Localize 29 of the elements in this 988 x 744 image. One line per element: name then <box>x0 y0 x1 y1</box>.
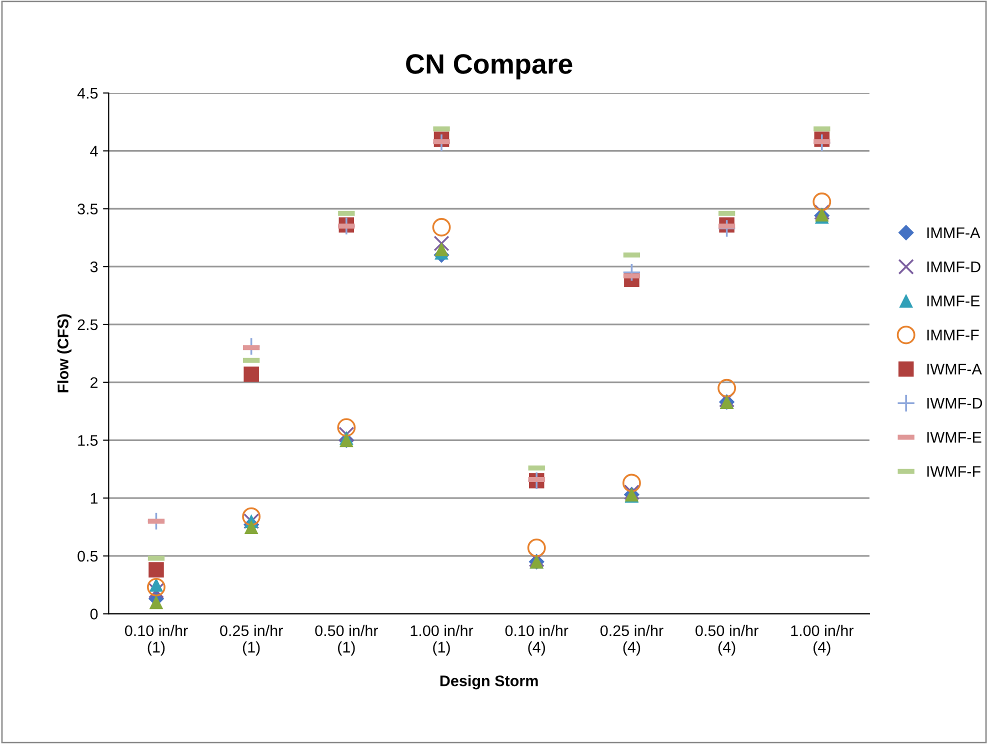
x-tick-label: 1.00 in/hr (1) <box>410 624 474 656</box>
legend-label: IWMF-E <box>927 432 982 443</box>
y-tick-label: 1.5 <box>78 435 98 446</box>
y-tick-label: 3.5 <box>78 204 98 214</box>
x-tick-label: 0.50 in/hr (1) <box>315 624 378 656</box>
x-tick-label: 0.50 in/hr (4) <box>696 624 758 656</box>
y-axis-title: Flow (CFS) <box>57 314 72 392</box>
legend-label: IWMF-A <box>927 364 982 374</box>
x-tick-label: 0.10 in/hr (1) <box>124 624 188 656</box>
chart-title: CN Compare <box>406 54 572 80</box>
y-tick-label: 1 <box>90 493 98 504</box>
x-tick-label: 0.25 in/hr (1) <box>220 624 283 656</box>
legend-label: IMMF-E <box>927 296 980 306</box>
legend-label: IMMF-D <box>927 262 980 272</box>
legend-label: IWMF-D <box>927 398 982 409</box>
y-tick-label: 4 <box>90 146 98 156</box>
x-tick-label: 1.00 in/hr (4) <box>791 624 854 656</box>
legend-label: IWMF-F <box>927 466 980 477</box>
y-tick-label: 0 <box>90 608 98 620</box>
legend-label: IMMF-A <box>927 227 980 238</box>
x-tick-label: 0.25 in/hr (4) <box>600 624 664 656</box>
y-tick-label: 4.5 <box>77 88 98 99</box>
legend-label: IMMF-F <box>927 330 979 340</box>
y-tick-label: 3 <box>90 261 98 272</box>
x-tick-label: 0.10 in/hr (4) <box>505 624 568 656</box>
y-tick-label: 2 <box>90 377 98 388</box>
y-tick-label: 0.5 <box>78 550 98 562</box>
x-axis-title: Design Storm <box>440 675 538 690</box>
y-tick-label: 2.5 <box>78 319 98 330</box>
